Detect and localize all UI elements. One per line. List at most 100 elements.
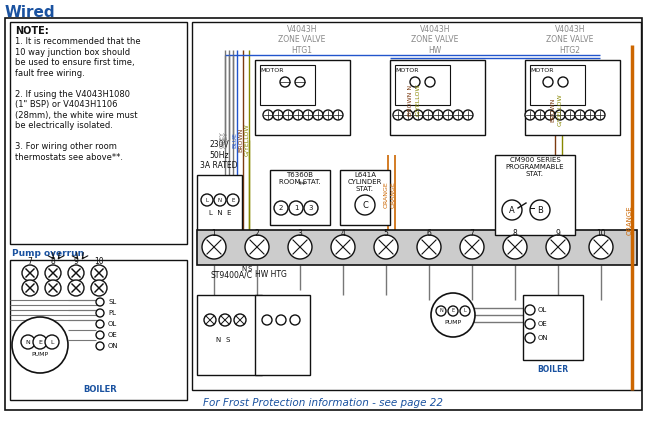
- Circle shape: [525, 333, 535, 343]
- Circle shape: [45, 265, 61, 281]
- Text: 10: 10: [94, 257, 104, 267]
- Bar: [523, 295, 583, 360]
- Text: N: N: [215, 337, 221, 343]
- Text: S: S: [248, 266, 252, 272]
- Text: ST9400A/C: ST9400A/C: [210, 270, 252, 279]
- Text: BOILER: BOILER: [538, 365, 569, 374]
- Text: (1" BSP) or V4043H1106: (1" BSP) or V4043H1106: [15, 100, 118, 109]
- Text: L641A
CYLINDER
STAT.: L641A CYLINDER STAT.: [348, 172, 382, 192]
- Circle shape: [12, 317, 68, 373]
- Circle shape: [543, 77, 553, 87]
- Circle shape: [201, 194, 213, 206]
- Bar: [525, 60, 620, 135]
- Text: N: N: [241, 266, 247, 272]
- Text: (28mm), the white wire must: (28mm), the white wire must: [15, 111, 138, 119]
- Circle shape: [530, 200, 550, 220]
- Circle shape: [433, 110, 443, 120]
- Circle shape: [280, 77, 290, 87]
- Circle shape: [204, 314, 216, 326]
- Circle shape: [585, 110, 595, 120]
- Circle shape: [503, 235, 527, 259]
- Text: 10: 10: [596, 228, 606, 238]
- Circle shape: [262, 315, 272, 325]
- Bar: [197, 230, 637, 265]
- Bar: [255, 295, 310, 375]
- Text: E: E: [38, 340, 42, 344]
- Text: 10 way junction box should: 10 way junction box should: [15, 48, 130, 57]
- Text: B: B: [537, 206, 543, 214]
- Circle shape: [245, 235, 269, 259]
- Text: BOILER: BOILER: [83, 386, 117, 395]
- Circle shape: [417, 235, 441, 259]
- Text: ON: ON: [108, 343, 118, 349]
- Circle shape: [333, 110, 343, 120]
- Text: BROWN: BROWN: [551, 98, 556, 122]
- Text: 3: 3: [298, 228, 302, 238]
- Circle shape: [276, 315, 286, 325]
- Circle shape: [96, 298, 104, 306]
- Text: ORANGE: ORANGE: [627, 205, 633, 235]
- Text: MOTOR: MOTOR: [260, 68, 284, 73]
- Circle shape: [413, 110, 423, 120]
- Circle shape: [96, 320, 104, 328]
- Text: BROWN: BROWN: [239, 128, 243, 152]
- Circle shape: [555, 110, 565, 120]
- Text: Wired: Wired: [5, 5, 56, 20]
- Bar: [260, 65, 315, 105]
- Circle shape: [525, 319, 535, 329]
- Text: G/YELLOW: G/YELLOW: [415, 84, 421, 116]
- Bar: [197, 295, 262, 375]
- Bar: [10, 22, 187, 244]
- Circle shape: [565, 110, 575, 120]
- Text: be used to ensure first time,: be used to ensure first time,: [15, 58, 135, 67]
- Circle shape: [502, 200, 522, 220]
- Circle shape: [423, 110, 433, 120]
- Circle shape: [68, 265, 84, 281]
- Circle shape: [355, 195, 375, 215]
- Text: OE: OE: [108, 332, 118, 338]
- Text: GREY: GREY: [219, 132, 225, 149]
- Circle shape: [443, 110, 453, 120]
- Text: OL: OL: [108, 321, 117, 327]
- Circle shape: [453, 110, 463, 120]
- Text: G/YELLOW: G/YELLOW: [245, 124, 250, 156]
- Text: thermostats see above**.: thermostats see above**.: [15, 152, 123, 162]
- Text: 1: 1: [294, 205, 298, 211]
- Text: L: L: [50, 340, 54, 344]
- Bar: [255, 60, 350, 135]
- Circle shape: [91, 280, 107, 296]
- Circle shape: [448, 306, 458, 316]
- Circle shape: [558, 77, 568, 87]
- Text: N: N: [439, 308, 443, 314]
- Circle shape: [295, 77, 305, 87]
- Circle shape: [202, 235, 226, 259]
- Text: T6360B
ROOM STAT.: T6360B ROOM STAT.: [279, 172, 321, 185]
- Bar: [197, 175, 242, 240]
- Circle shape: [323, 110, 333, 120]
- Circle shape: [273, 110, 283, 120]
- Text: NOTE:: NOTE:: [15, 26, 49, 36]
- Text: ORANGE: ORANGE: [391, 181, 395, 208]
- Circle shape: [289, 201, 303, 215]
- Circle shape: [313, 110, 323, 120]
- Text: PUMP: PUMP: [32, 352, 49, 357]
- Text: ON: ON: [538, 335, 549, 341]
- Text: V4043H
ZONE VALVE
HTG1: V4043H ZONE VALVE HTG1: [278, 25, 325, 55]
- Circle shape: [463, 110, 473, 120]
- Text: 7: 7: [28, 257, 32, 267]
- Text: ORANGE: ORANGE: [384, 181, 388, 208]
- Text: **: **: [298, 181, 307, 189]
- Circle shape: [290, 315, 300, 325]
- Text: N: N: [218, 197, 222, 203]
- Circle shape: [22, 280, 38, 296]
- Circle shape: [22, 265, 38, 281]
- Text: MOTOR: MOTOR: [531, 68, 554, 73]
- Text: 3. For wiring other room: 3. For wiring other room: [15, 142, 117, 151]
- Text: 8: 8: [512, 228, 518, 238]
- Circle shape: [431, 293, 475, 337]
- Text: 9: 9: [556, 228, 560, 238]
- Text: E: E: [232, 197, 235, 203]
- Text: S: S: [226, 337, 230, 343]
- Bar: [390, 60, 485, 135]
- Text: 2. If using the V4043H1080: 2. If using the V4043H1080: [15, 89, 130, 98]
